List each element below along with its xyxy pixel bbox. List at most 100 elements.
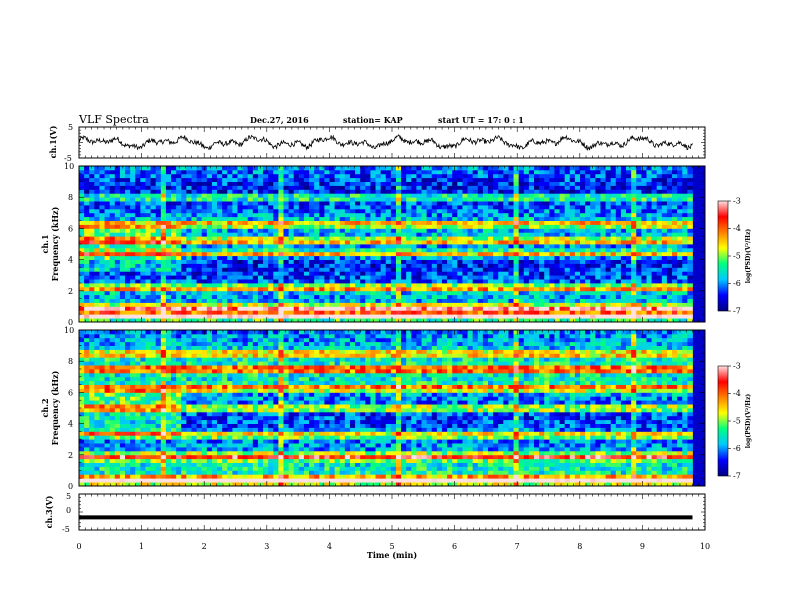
spectrogram-cell	[151, 295, 157, 299]
spectrogram-cell	[432, 236, 438, 240]
spectrogram-cell	[299, 295, 305, 299]
spectrogram-cell	[641, 228, 647, 232]
spectrogram-cell	[411, 275, 417, 279]
spectrogram-cell	[289, 252, 295, 256]
spectrogram-cell	[156, 240, 162, 244]
spectrogram-cell	[442, 295, 448, 299]
spectrogram-cell	[140, 225, 146, 229]
spectrogram-cell	[161, 275, 167, 279]
spectrogram-cell	[99, 205, 105, 209]
spectrogram-cell	[611, 267, 617, 271]
spectrogram-cell	[273, 244, 279, 248]
spectrogram-cell	[473, 174, 479, 178]
spectrogram-cell	[498, 228, 504, 232]
spectrogram-cell	[672, 248, 678, 252]
spectrogram-cell	[631, 217, 637, 221]
spectrogram-cell	[227, 232, 233, 236]
spectrogram-cell	[493, 170, 499, 174]
spectrogram-cell	[365, 166, 371, 170]
spectrogram-cell	[406, 209, 412, 213]
spectrogram-cell	[652, 182, 658, 186]
spectrogram-cell	[237, 299, 243, 303]
spectrogram-cell	[237, 295, 243, 299]
spectrogram-cell	[237, 271, 243, 275]
spectrogram-cell	[641, 310, 647, 314]
spectrogram-cell	[299, 178, 305, 182]
spectrogram-cell	[283, 170, 289, 174]
spectrogram-cell	[616, 174, 622, 178]
spectrogram-cell	[508, 295, 514, 299]
spectrogram-cell	[437, 306, 443, 310]
spectrogram-cell	[544, 306, 550, 310]
spectrogram-cell	[376, 267, 382, 271]
spectrogram-cell	[687, 256, 693, 260]
spectrogram-cell	[687, 205, 693, 209]
spectrogram-cell	[396, 178, 402, 182]
spectrogram-cell	[606, 201, 612, 205]
spectrogram-cell	[585, 221, 591, 225]
spectrogram-cell	[565, 232, 571, 236]
spectrogram-cell	[258, 248, 264, 252]
spectrogram-cell	[335, 310, 341, 314]
spectrogram-cell	[519, 221, 525, 225]
spectrogram-cell	[381, 275, 387, 279]
spectrogram-cell	[575, 267, 581, 271]
spectrogram-cell	[483, 182, 489, 186]
spectrogram-cell	[186, 205, 192, 209]
spectrogram-cell	[145, 299, 151, 303]
spectrogram-cell	[432, 170, 438, 174]
spectrogram-cell	[514, 260, 520, 264]
spectrogram-cell	[299, 260, 305, 264]
spectrogram-cell	[135, 291, 141, 295]
spectrogram-cell	[662, 283, 668, 287]
spectrogram-cell	[508, 178, 514, 182]
spectrogram-cell	[595, 228, 601, 232]
spectrogram-cell	[299, 225, 305, 229]
spectrogram-cell	[166, 260, 172, 264]
spectrogram-cell	[503, 170, 509, 174]
spectrogram-cell	[662, 260, 668, 264]
spectrogram-cell	[376, 256, 382, 260]
spectrogram-cell	[544, 170, 550, 174]
spectrogram-cell	[519, 252, 525, 256]
spectrogram-cell	[580, 225, 586, 229]
spectrogram-cell	[289, 248, 295, 252]
spectrogram-cell	[212, 283, 218, 287]
spectrogram-cell	[340, 182, 346, 186]
spectrogram-cell	[606, 221, 612, 225]
spectrogram-cell	[268, 189, 274, 193]
spectrogram-cell	[202, 248, 208, 252]
spectrogram-cell	[273, 240, 279, 244]
spectrogram-cell	[667, 252, 673, 256]
spectrogram-cell	[161, 267, 167, 271]
spectrogram-cell	[243, 178, 249, 182]
spectrogram-cell	[314, 240, 320, 244]
spectrogram-cell	[600, 213, 606, 217]
spectrogram-cell	[447, 236, 453, 240]
spectrogram-cell	[381, 310, 387, 314]
spectrogram-cell	[580, 236, 586, 240]
spectrogram-cell	[294, 240, 300, 244]
spectrogram-cell	[243, 209, 249, 213]
spectrogram-cell	[120, 283, 126, 287]
spectrogram-cell	[319, 310, 325, 314]
spectrogram-cell	[386, 193, 392, 197]
spectrogram-cell	[580, 299, 586, 303]
spectrogram-cell	[243, 232, 249, 236]
spectrogram-cell	[151, 166, 157, 170]
spectrogram-cell	[652, 221, 658, 225]
spectrogram-cell	[268, 201, 274, 205]
spectrogram-cell	[468, 240, 474, 244]
spectrogram-cell	[330, 193, 336, 197]
spectrogram-cell	[457, 287, 463, 291]
spectrogram-cell	[498, 170, 504, 174]
spectrogram-cell	[253, 182, 259, 186]
spectrogram-cell	[237, 232, 243, 236]
spectrogram-cell	[662, 217, 668, 221]
spectrogram-cell	[350, 260, 356, 264]
spectrogram-cell	[355, 189, 361, 193]
spectrogram-cell	[355, 299, 361, 303]
spectrogram-cell	[125, 287, 131, 291]
spectrogram-cell	[135, 217, 141, 221]
spectrogram-cell	[544, 236, 550, 240]
